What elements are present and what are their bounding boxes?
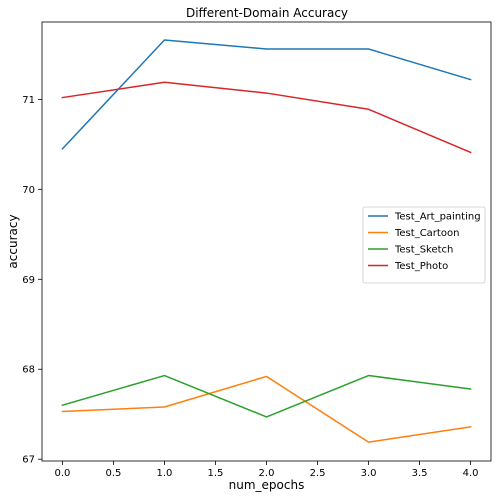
y-tick-label: 68 [22, 365, 35, 376]
y-axis: 67 68 69 70 71 [22, 95, 42, 466]
x-axis-label: num_epochs [229, 478, 305, 492]
legend-label-test-photo: Test_Photo [394, 261, 448, 272]
legend-label-test-art-painting: Test_Art_painting [394, 212, 481, 223]
series-line-test-photo [61, 81, 472, 154]
y-tick-label: 69 [22, 275, 35, 286]
y-tick-label: 71 [22, 95, 35, 106]
y-tick-label: 70 [22, 185, 35, 196]
series-line-test-sketch [61, 374, 472, 418]
series-lines [61, 39, 472, 443]
legend: Test_Art_painting Test_Cartoon Test_Sketch… [362, 206, 486, 284]
x-tick-label: 2.5 [310, 468, 326, 479]
series-line-test-cartoon [61, 375, 472, 443]
y-axis-label: accuracy [6, 214, 20, 268]
x-tick-label: 2.0 [259, 468, 275, 479]
x-tick-label: 0.0 [54, 468, 70, 479]
x-tick-label: 3.5 [412, 468, 428, 479]
legend-box [362, 206, 486, 284]
chart-title: Different-Domain Accuracy [186, 6, 348, 20]
legend-label-test-cartoon: Test_Cartoon [394, 228, 459, 239]
x-axis: 0.0 0.5 1.0 1.5 2.0 2.5 3.0 3.5 4.0 [54, 461, 479, 479]
x-tick-label: 3.0 [361, 468, 377, 479]
x-tick-label: 1.0 [157, 468, 173, 479]
series-line-test-art-painting [61, 39, 472, 150]
y-tick-label: 67 [22, 455, 35, 466]
x-tick-label: 1.5 [208, 468, 224, 479]
x-tick-label: 4.0 [463, 468, 479, 479]
x-tick-label: 0.5 [105, 468, 121, 479]
legend-label-test-sketch: Test_Sketch [394, 245, 453, 256]
